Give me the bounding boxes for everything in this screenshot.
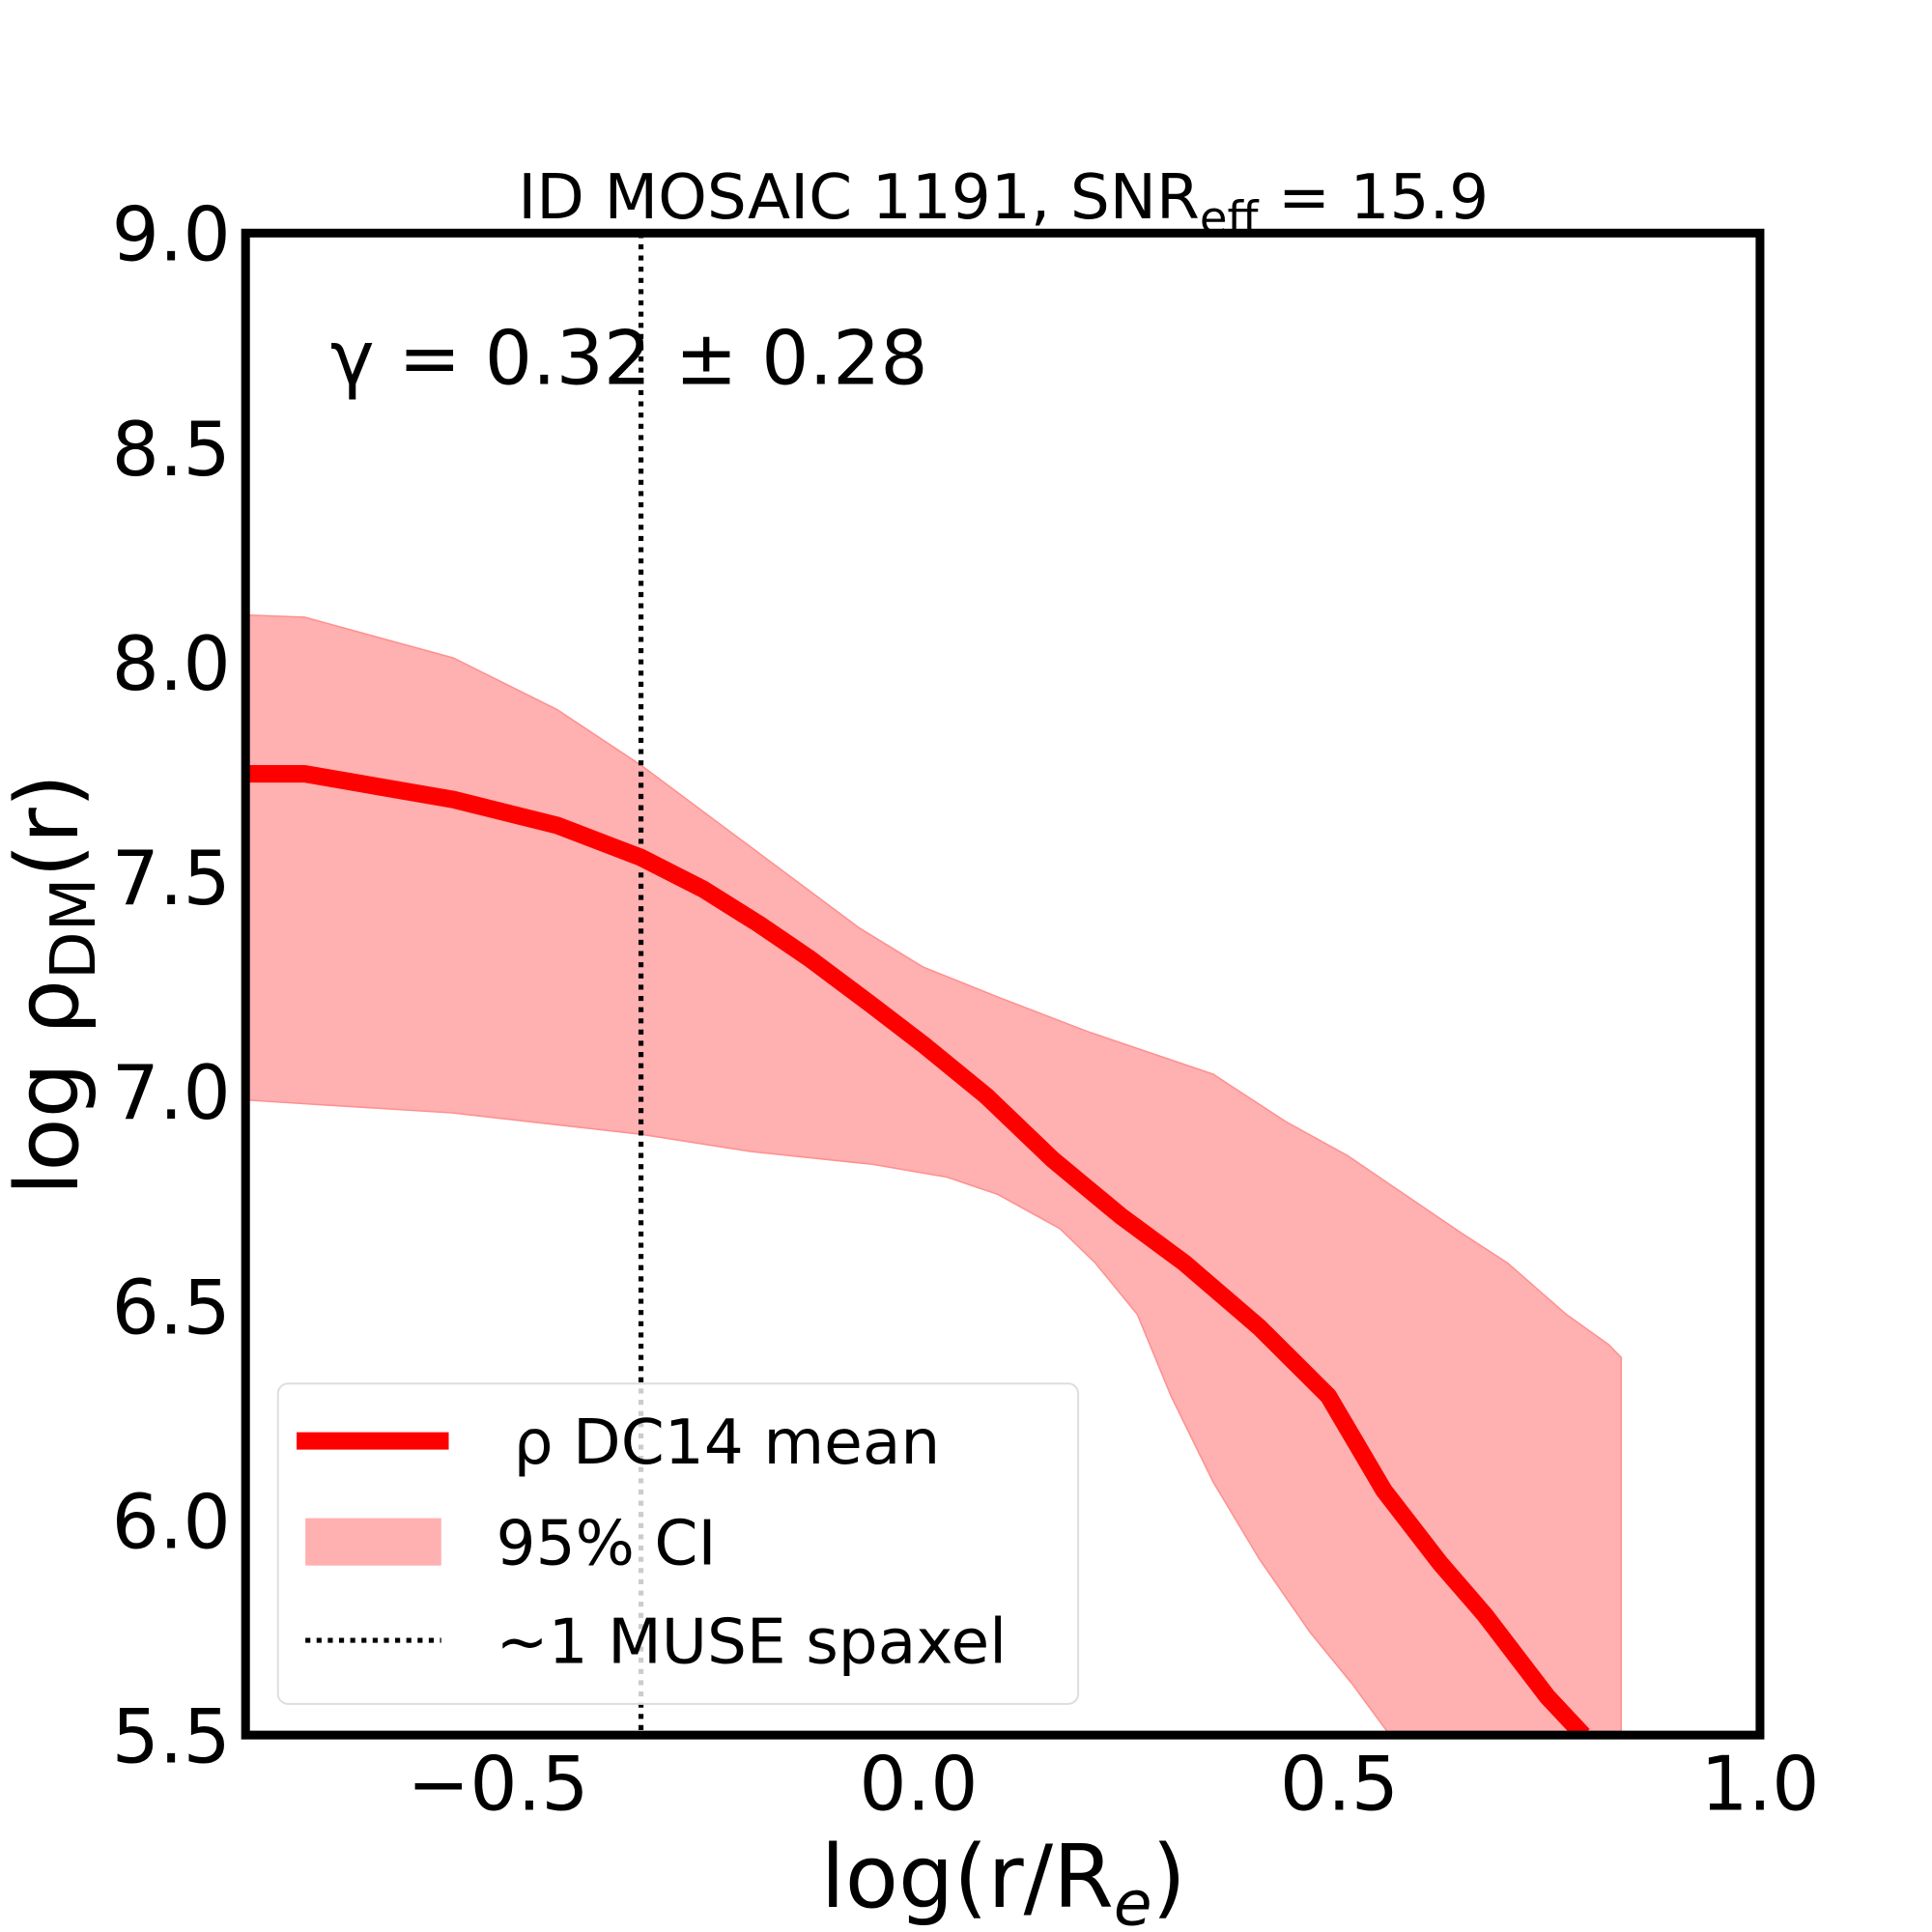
- legend-spaxel-label: ~1 MUSE spaxel: [497, 1605, 1008, 1678]
- legend: ρ DC14 mean 95% CI ~1 MUSE spaxel: [276, 1382, 1080, 1705]
- y-tick-label: 9.0: [112, 192, 231, 279]
- gamma-annotation: γ = 0.32 ± 0.28: [330, 315, 928, 402]
- x-axis-label: log(r/Re): [821, 1827, 1186, 1932]
- x-tick-label: −0.5: [407, 1742, 588, 1829]
- legend-ci-label: 95% CI: [497, 1507, 717, 1579]
- mean-line: [245, 764, 1590, 1736]
- y-tick-label: 6.5: [112, 1264, 231, 1351]
- legend-box: [276, 1382, 1080, 1705]
- x-tick-label: 0.0: [859, 1742, 978, 1829]
- y-tick-label: 8.0: [112, 621, 231, 708]
- y-tick-label: 8.5: [112, 407, 231, 494]
- tick-labels: −0.5 0.0 0.5 1.0 5.5 6.0 6.5 7.0 7.5 8.0 8.5 9.0: [112, 192, 1820, 1829]
- x-tick-label: 1.0: [1700, 1742, 1819, 1829]
- y-axis-label: log ρDM(r): [0, 774, 110, 1196]
- y-tick-label: 5.5: [112, 1694, 231, 1781]
- legend-mean-label: ρ DC14 mean: [514, 1406, 941, 1479]
- axes-frame: [241, 228, 1765, 1740]
- y-tick-label: 6.0: [112, 1479, 231, 1566]
- y-tick-label: 7.5: [112, 836, 231, 923]
- plot-area: [245, 233, 1623, 1736]
- chart-title: ID MOSAIC 1191, SNReff = 15.9: [518, 161, 1489, 243]
- legend-ci-swatch: [305, 1518, 441, 1566]
- x-tick-label: 0.5: [1280, 1742, 1399, 1829]
- y-tick-label: 7.0: [112, 1050, 231, 1137]
- ci-band: [245, 613, 1623, 1736]
